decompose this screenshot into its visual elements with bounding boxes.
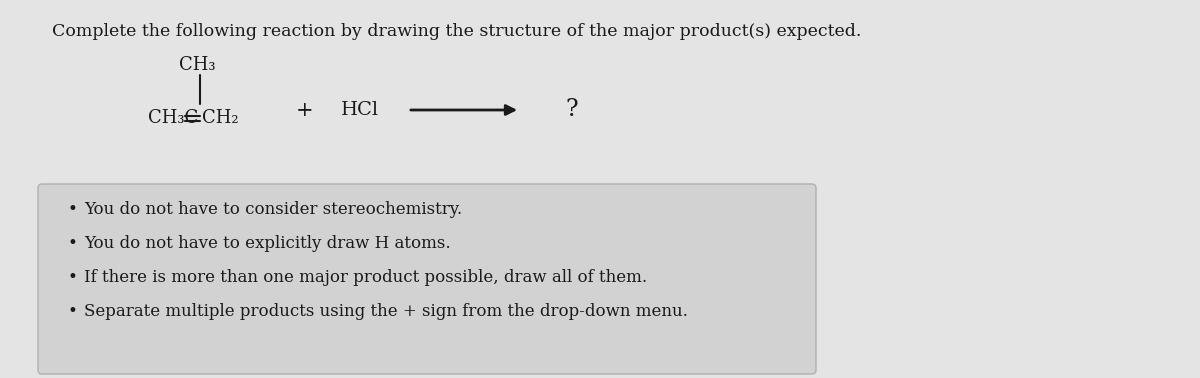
Text: CH₂: CH₂: [202, 109, 239, 127]
Text: CH₃C: CH₃C: [148, 109, 198, 127]
Text: •: •: [68, 304, 78, 321]
Text: HCl: HCl: [341, 101, 379, 119]
Text: CH₃: CH₃: [179, 56, 215, 74]
Text: •: •: [68, 201, 78, 218]
Text: +: +: [296, 101, 314, 119]
Text: ?: ?: [565, 99, 578, 121]
Text: If there is more than one major product possible, draw all of them.: If there is more than one major product …: [84, 270, 647, 287]
FancyBboxPatch shape: [38, 184, 816, 374]
Text: You do not have to explicitly draw H atoms.: You do not have to explicitly draw H ato…: [84, 235, 451, 253]
Text: Separate multiple products using the + sign from the drop-down menu.: Separate multiple products using the + s…: [84, 304, 688, 321]
Text: •: •: [68, 270, 78, 287]
Text: You do not have to consider stereochemistry.: You do not have to consider stereochemis…: [84, 201, 462, 218]
Text: Complete the following reaction by drawing the structure of the major product(s): Complete the following reaction by drawi…: [52, 23, 862, 40]
Text: •: •: [68, 235, 78, 253]
